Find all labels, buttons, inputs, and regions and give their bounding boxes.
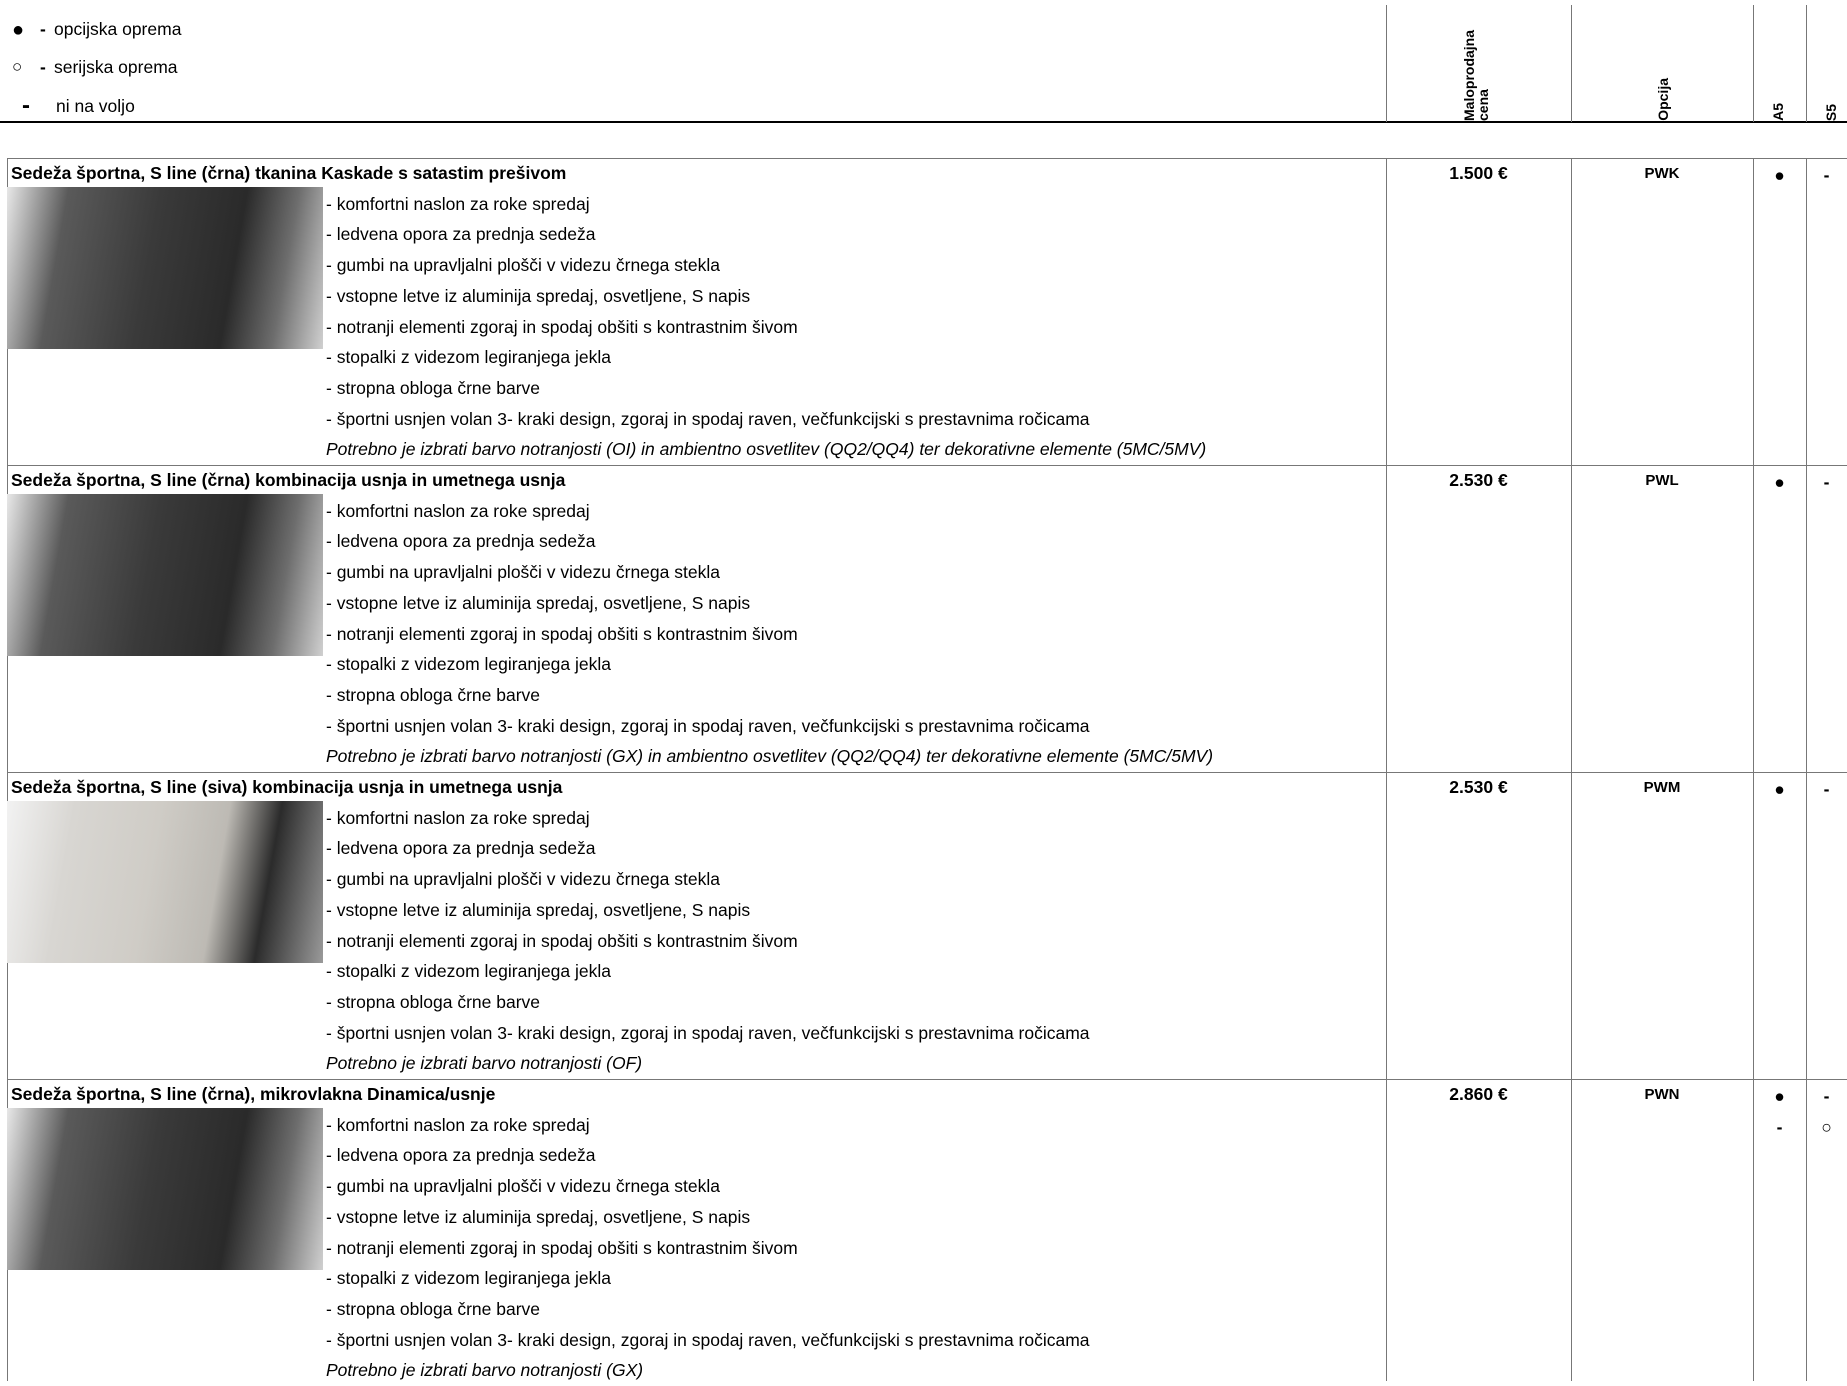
feature: - komfortni naslon za roke spredaj [326,193,590,214]
availability-s5: - [1823,779,1830,799]
feature: - stopalki z videzom legiranjega jekla [326,961,611,982]
availability-s5: - [1823,472,1830,492]
column-header: Maloprodajna cena [1461,29,1491,121]
feature: - stropna obloga črne barve [326,377,541,398]
option-code: PWK [1644,165,1680,182]
row-left-border [7,158,8,1381]
feature: - športni usnjen volan 3- kraki design, … [326,408,1090,429]
feature: - vstopne letve iz aluminija spredaj, os… [326,1206,751,1227]
feature: - ledvena opora za prednja sedeža [326,1145,596,1166]
column-header: A5 [1770,103,1786,121]
legend-text: ni na voljo [56,96,135,116]
header-rule [0,121,1847,123]
feature: - vstopne letve iz aluminija spredaj, os… [326,285,751,306]
availability-a5: ● [1774,472,1785,492]
option-code: PWN [1644,1086,1680,1103]
price: 1.500 € [1449,163,1508,183]
legend-symbol: ● [12,19,25,41]
seat-photo [7,801,323,963]
feature: - stopalki z videzom legiranjega jekla [326,1268,611,1289]
column-line [1753,5,1754,122]
option-code: PWL [1645,472,1679,489]
seat-photo [7,187,323,349]
feature: - komfortni naslon za roke spredaj [326,807,590,828]
option-row: Sedeža športna, S line (črna) tkanina Ka… [7,158,1847,465]
column-line [1806,158,1807,1381]
column-header: Opcija [1655,78,1671,121]
feature: - gumbi na upravljalni plošči v videzu č… [326,255,720,276]
feature: - stropna obloga črne barve [326,684,541,705]
legend-symbol: ○ [12,57,23,76]
legend-text: opcijska oprema [54,19,182,39]
feature: - vstopne letve iz aluminija spredaj, os… [326,899,751,920]
feature: - ledvena opora za prednja sedeža [326,838,596,859]
option-row: Sedeža športna, S line (črna) kombinacij… [7,465,1847,772]
column-line [1571,5,1572,122]
feature: - vstopne letve iz aluminija spredaj, os… [326,592,751,613]
legend-dash: - [40,19,46,39]
feature: - notranji elementi zgoraj in spodaj obš… [326,1237,798,1258]
feature: - notranji elementi zgoraj in spodaj obš… [326,623,798,644]
availability-a5: ● [1774,1086,1785,1106]
option-note: Potrebno je izbrati barvo notranjosti (O… [326,1053,643,1074]
price: 2.530 € [1449,777,1508,797]
option-row: Sedeža športna, S line (črna), mikrovlak… [7,1079,1847,1386]
feature: - športni usnjen volan 3- kraki design, … [326,1329,1090,1350]
availability-a5: - [1776,1116,1783,1137]
feature: - gumbi na upravljalni plošči v videzu č… [326,1176,720,1197]
legend-text: serijska oprema [54,57,178,77]
option-note: Potrebno je izbrati barvo notranjosti (G… [326,1360,644,1381]
feature: - komfortni naslon za roke spredaj [326,500,590,521]
availability-s5: ○ [1821,1116,1832,1137]
price: 2.530 € [1449,470,1508,490]
column-line [1386,158,1387,1381]
feature: - športni usnjen volan 3- kraki design, … [326,1022,1090,1043]
feature: - stopalki z videzom legiranjega jekla [326,654,611,675]
feature: - komfortni naslon za roke spredaj [326,1114,590,1135]
availability-s5: - [1823,1086,1830,1106]
option-title: Sedeža športna, S line (črna) kombinacij… [11,470,566,490]
column-line [1806,5,1807,122]
option-note: Potrebno je izbrati barvo notranjosti (G… [326,746,1214,767]
option-title: Sedeža športna, S line (črna) tkanina Ka… [11,163,567,183]
feature: - stropna obloga črne barve [326,1298,541,1319]
feature: - gumbi na upravljalni plošči v videzu č… [326,869,720,890]
feature: - ledvena opora za prednja sedeža [326,531,596,552]
availability-s5: - [1823,165,1830,185]
option-title: Sedeža športna, S line (siva) kombinacij… [11,777,563,797]
seat-photo [7,1108,323,1270]
feature: - stropna obloga črne barve [326,991,541,1012]
legend-dash: - [40,57,46,77]
price: 2.860 € [1449,1084,1508,1104]
option-row: Sedeža športna, S line (siva) kombinacij… [7,772,1847,1079]
option-note: Potrebno je izbrati barvo notranjosti (O… [326,439,1207,460]
option-code: PWM [1643,779,1681,796]
seat-photo [7,494,323,656]
column-line [1386,5,1387,122]
availability-a5: ● [1774,165,1785,185]
column-header: S5 [1823,103,1839,121]
column-line [1753,158,1754,1381]
column-line [1571,158,1572,1381]
availability-a5: ● [1774,779,1785,799]
feature: - notranji elementi zgoraj in spodaj obš… [326,316,798,337]
feature: - gumbi na upravljalni plošči v videzu č… [326,562,720,583]
legend-symbol: - [22,92,30,119]
feature: - stopalki z videzom legiranjega jekla [326,347,611,368]
feature: - ledvena opora za prednja sedeža [326,224,596,245]
feature: - notranji elementi zgoraj in spodaj obš… [326,930,798,951]
option-title: Sedeža športna, S line (črna), mikrovlak… [11,1084,496,1104]
feature: - športni usnjen volan 3- kraki design, … [326,715,1090,736]
